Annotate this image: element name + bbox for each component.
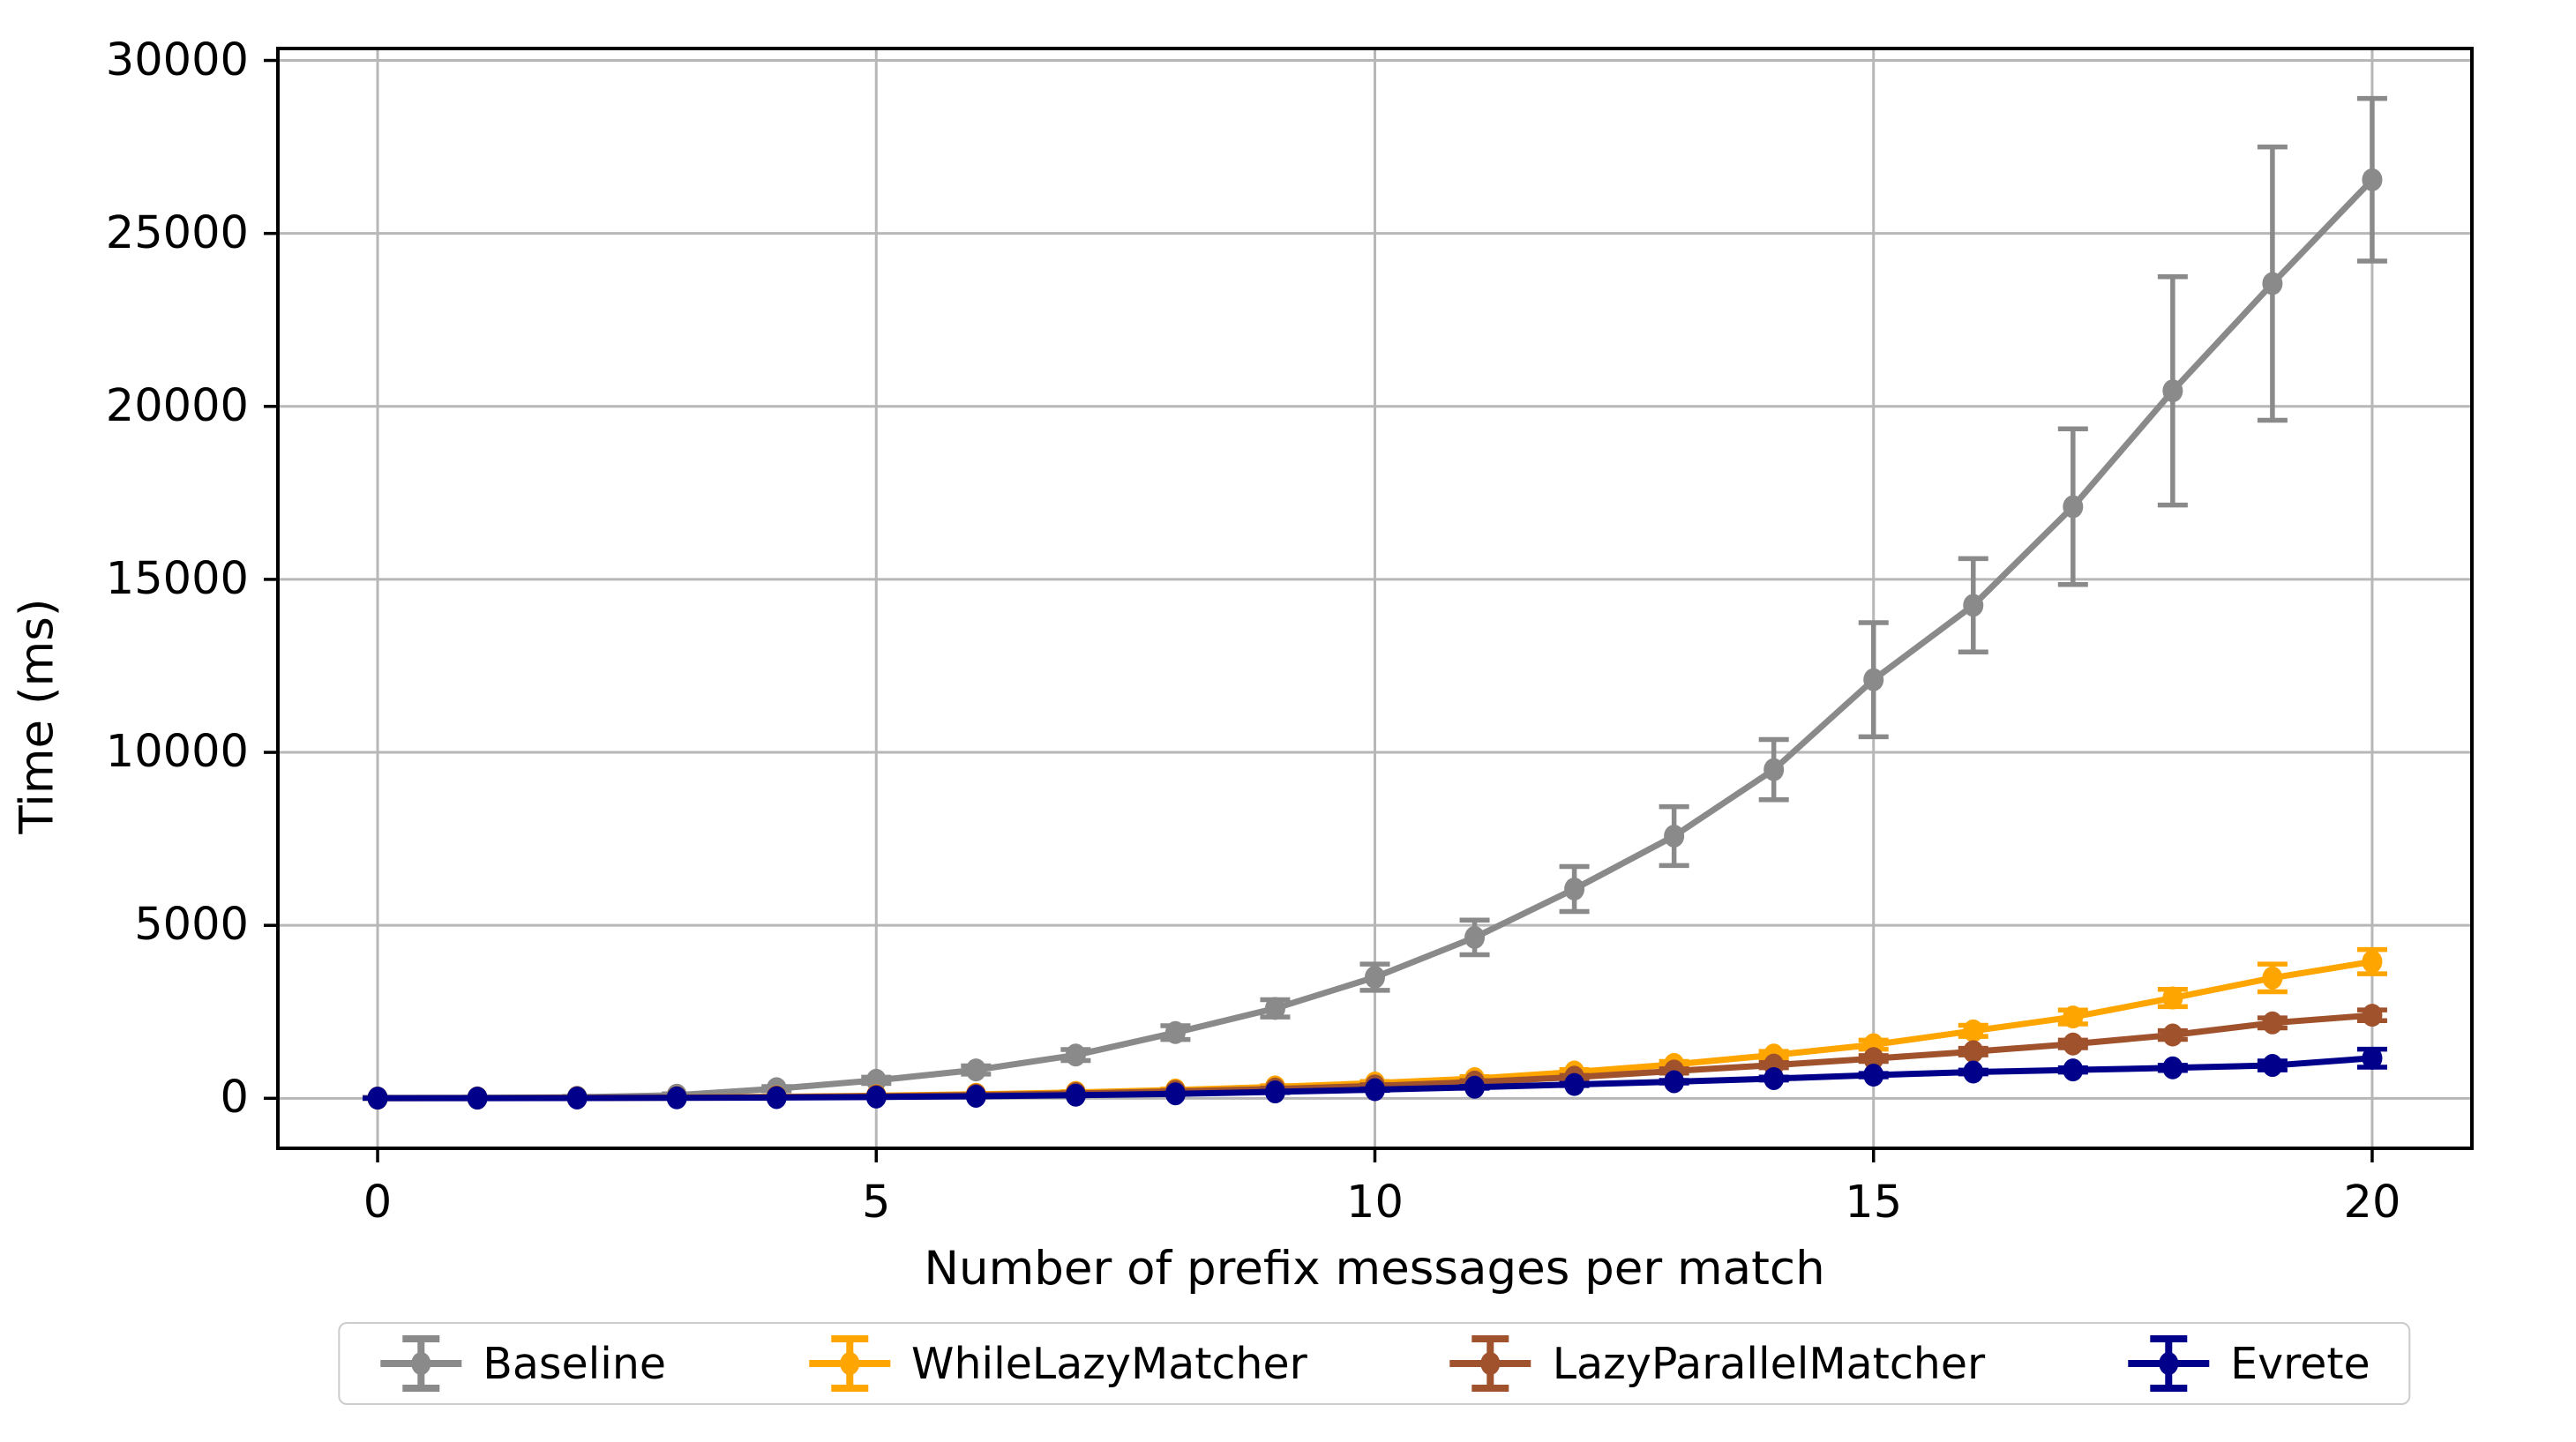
x-tick-label: 10 — [1346, 1177, 1404, 1229]
y-tick-label: 20000 — [105, 379, 249, 432]
data-point — [1664, 1070, 1685, 1094]
series-Baseline — [363, 95, 2387, 1110]
data-point — [1863, 668, 1884, 691]
data-point — [2362, 1004, 2383, 1027]
y-tick-label: 5000 — [134, 899, 249, 952]
y-tick-label: 30000 — [105, 34, 249, 86]
errorbar-glyph — [809, 1335, 891, 1392]
legend-item-Baseline: Baseline — [378, 1332, 666, 1395]
data-point — [1164, 1020, 1186, 1044]
legend-item-label: LazyParallelMatcher — [1552, 1338, 1986, 1389]
y-tick-label: 25000 — [105, 206, 249, 259]
errorbar-glyph — [380, 1335, 462, 1392]
data-point — [467, 1087, 488, 1110]
data-point — [2362, 168, 2383, 191]
data-point — [766, 1086, 787, 1110]
data-point — [2262, 272, 2283, 295]
data-point — [1264, 997, 1285, 1020]
data-point — [2262, 966, 2283, 990]
data-point — [965, 1084, 986, 1108]
data-point — [1365, 966, 1385, 990]
y-tick-label: 15000 — [105, 552, 249, 605]
data-point — [1164, 1082, 1186, 1106]
x-tick-label: 0 — [363, 1177, 393, 1229]
y-axis-title: Time (ms) — [10, 598, 64, 834]
legend-item-WhileLazyMatcher: WhileLazyMatcher — [807, 1332, 1307, 1395]
data-point — [2063, 495, 2084, 519]
data-point — [2362, 1046, 2383, 1070]
data-point — [2262, 1011, 2283, 1035]
legend-item-label: WhileLazyMatcher — [911, 1338, 1307, 1389]
data-point — [1764, 1066, 1785, 1090]
y-tick-label: 0 — [220, 1072, 249, 1124]
data-point — [2162, 1056, 2183, 1080]
data-point — [1963, 1060, 1984, 1084]
data-point — [2063, 1058, 2084, 1082]
data-point — [1264, 1080, 1285, 1104]
data-point — [1963, 1040, 1984, 1064]
legend: Baseline WhileLazyMatcher LazyParallelMatc… — [338, 1322, 2411, 1405]
data-point — [2063, 1005, 2084, 1029]
x-tick-label: 5 — [862, 1177, 891, 1229]
legend-item-Evrete: Evrete — [2126, 1332, 2370, 1395]
data-point — [1564, 1072, 1585, 1096]
y-tick-label: 10000 — [105, 726, 249, 779]
data-point — [1963, 1019, 1984, 1042]
errorbar-glyph — [1449, 1335, 1531, 1392]
data-point — [2162, 986, 2183, 1010]
data-point — [1664, 824, 1685, 848]
data-point — [1365, 1078, 1385, 1102]
data-point — [865, 1085, 887, 1109]
data-point — [2362, 950, 2383, 974]
data-point — [1764, 758, 1785, 781]
series-Evrete — [363, 1046, 2387, 1110]
data-point — [1065, 1043, 1086, 1067]
legend-item-label: Baseline — [483, 1338, 667, 1389]
data-point — [1863, 1064, 1884, 1087]
data-point — [367, 1087, 388, 1110]
data-point — [1963, 594, 1984, 617]
data-point — [965, 1058, 986, 1082]
data-point — [1863, 1047, 1884, 1071]
data-point — [666, 1086, 687, 1110]
data-point — [2262, 1054, 2283, 1078]
data-point — [1464, 925, 1486, 949]
data-point — [1065, 1083, 1086, 1107]
data-point — [2162, 1023, 2183, 1047]
data-point — [2162, 379, 2183, 403]
x-tick-label: 20 — [2343, 1177, 2401, 1229]
x-axis-title: Number of prefix messages per match — [924, 1242, 1825, 1296]
data-point — [1564, 877, 1585, 900]
data-point — [1464, 1075, 1486, 1099]
errorbar-glyph — [2128, 1335, 2210, 1392]
x-tick-label: 15 — [1845, 1177, 1903, 1229]
data-point — [2063, 1032, 2084, 1056]
data-point — [566, 1086, 588, 1110]
legend-item-label: Evrete — [2230, 1338, 2370, 1389]
legend-item-LazyParallelMatcher: LazyParallelMatcher — [1449, 1332, 1985, 1395]
